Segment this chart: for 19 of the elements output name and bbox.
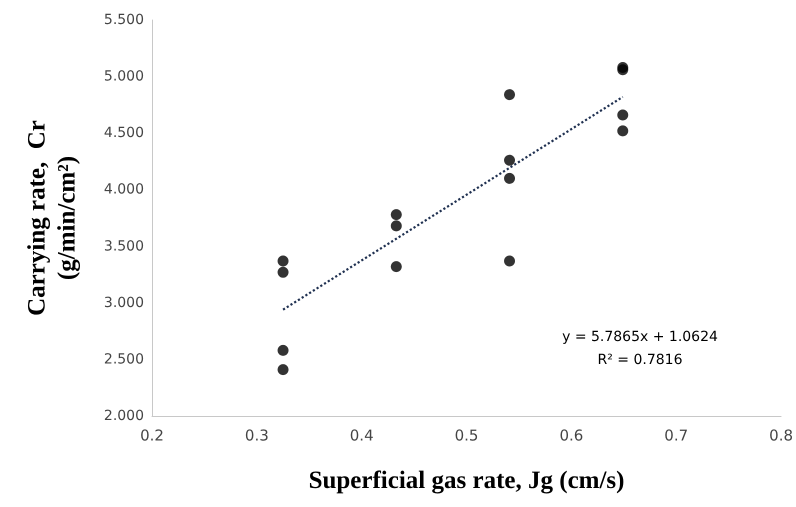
y-tick-label: 4.500 [104, 125, 144, 142]
x-tick-label: 0.8 [769, 426, 793, 444]
y-tick-label: 3.500 [104, 238, 144, 254]
x-tick-label: 0.4 [350, 426, 374, 444]
y-axis-title: Carrying rate, Cr (g/min/cm²) [24, 120, 80, 316]
y-tick-label: 3.000 [104, 294, 144, 311]
annotation: y = 5.7865x + 1.0624 [562, 329, 718, 345]
y-tick-label: 5.500 [104, 12, 144, 28]
x-axis-title: Superficial gas rate, Jg (cm/s) [308, 467, 624, 494]
y-tick-label: 2.000 [104, 408, 144, 424]
annotation: R² = 0.7816 [598, 352, 683, 368]
x-tick-label: 0.2 [140, 426, 164, 444]
x-tick-label: 0.5 [454, 426, 478, 444]
y-tick-label: 2.500 [104, 351, 144, 368]
x-tick-label: 0.3 [244, 426, 269, 444]
x-tick-label: 0.6 [559, 426, 584, 444]
y-tick-label: 4.000 [104, 182, 144, 198]
y-tick-label: 5.000 [104, 68, 144, 85]
x-tick-label: 0.7 [664, 426, 688, 444]
